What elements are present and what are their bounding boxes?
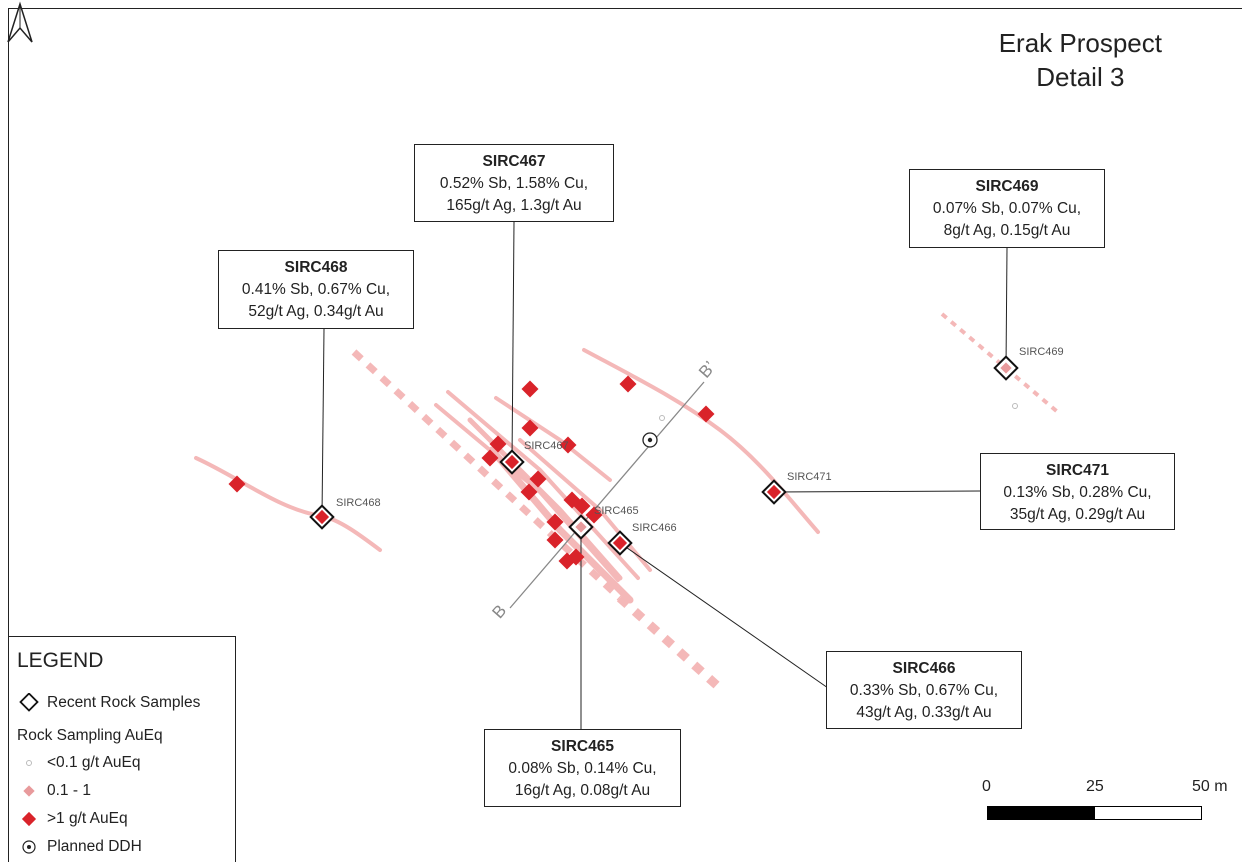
- callout-id: SIRC471: [1046, 462, 1109, 479]
- recent-sample-sirc471: [761, 479, 787, 505]
- diamond-pink-icon: [17, 781, 43, 801]
- legend-label: Planned DDH: [47, 838, 142, 855]
- legend-subtitle: Rock Sampling AuEq: [17, 727, 163, 744]
- callout-line: 8g/t Ag, 0.15g/t Au: [943, 222, 1071, 239]
- legend-item-ddh: Planned DDH: [17, 837, 142, 857]
- vein-traces: [194, 312, 1062, 694]
- callout-id: SIRC466: [892, 660, 956, 677]
- vein-trace: [488, 446, 634, 604]
- map-title-line1: Erak Prospect: [998, 28, 1162, 58]
- north-arrow-icon: [7, 1, 33, 43]
- callout-sirc469: SIRC469 0.07% Sb, 0.07% Cu, 8g/t Ag, 0.1…: [909, 169, 1105, 248]
- sample-label-sirc469: SIRC469: [1019, 346, 1064, 358]
- circle-small-icon: [17, 753, 43, 773]
- sample-label-sirc466: SIRC466: [632, 522, 677, 534]
- vein-trace: [582, 348, 820, 534]
- planned-ddh-icon: [17, 837, 43, 857]
- legend-item-low: <0.1 g/t AuEq: [17, 753, 141, 773]
- legend-item-recent: Recent Rock Samples: [17, 692, 201, 713]
- callout-line: 0.08% Sb, 0.14% Cu,: [508, 760, 657, 777]
- sample-marker: [1012, 403, 1018, 409]
- sample-marker: [567, 548, 585, 566]
- callout-line: 52g/t Ag, 0.34g/t Au: [248, 303, 384, 320]
- callout-sirc465: SIRC465 0.08% Sb, 0.14% Cu, 16g/t Ag, 0.…: [484, 729, 681, 807]
- legend-label: 0.1 - 1: [47, 782, 91, 799]
- callout-sirc468: SIRC468 0.41% Sb, 0.67% Cu, 52g/t Ag, 0.…: [218, 250, 414, 329]
- legend-label: >1 g/t AuEq: [47, 810, 128, 827]
- callout-line: 0.13% Sb, 0.28% Cu,: [1003, 484, 1152, 501]
- vein-trace: [616, 594, 726, 694]
- recent-sample-sirc467: [499, 449, 525, 475]
- sample-marker: [529, 470, 547, 488]
- map-title: Erak Prospect Detail 3: [999, 26, 1162, 94]
- map-frame: [8, 8, 1242, 862]
- map-title-line2: Detail 3: [1036, 62, 1125, 92]
- recent-sample-sirc466: [607, 530, 633, 556]
- recent-sample-sirc465: [568, 514, 594, 540]
- legend-label: Recent Rock Samples: [47, 694, 201, 711]
- sample-label-sirc465: SIRC465: [594, 505, 639, 517]
- sample-label-sirc468: SIRC468: [336, 497, 381, 509]
- callout-line: 0.52% Sb, 1.58% Cu,: [439, 175, 589, 192]
- high-grade-samples: [228, 375, 715, 570]
- diamond-outline-icon: [17, 692, 43, 713]
- sample-marker: [659, 415, 665, 421]
- scale-tick-50: 50 m: [1192, 778, 1228, 795]
- legend-title: LEGEND: [17, 649, 104, 672]
- vein-trace: [494, 396, 612, 482]
- diamond-red-icon: [17, 809, 43, 829]
- scale-tick-25: 25: [1086, 778, 1104, 795]
- callout-sirc466: SIRC466 0.33% Sb, 0.67% Cu, 43g/t Ag, 0.…: [826, 651, 1022, 729]
- callout-line: 0.07% Sb, 0.07% Cu,: [932, 200, 1082, 217]
- scale-tick-0: 0: [982, 778, 991, 795]
- sample-marker: [619, 375, 637, 393]
- low-grade-samples: [659, 403, 1018, 421]
- vein-trace: [446, 390, 640, 580]
- sample-marker: [559, 436, 577, 454]
- callout-line: 43g/t Ag, 0.33g/t Au: [856, 704, 992, 721]
- recent-rock-samples: [309, 355, 1019, 556]
- sample-marker: [521, 380, 539, 398]
- vein-trace: [518, 438, 652, 572]
- legend-item-mid: 0.1 - 1: [17, 781, 91, 801]
- vein-trace: [351, 349, 623, 601]
- sample-marker: [573, 497, 591, 515]
- scale-bar: 0 25 50 m: [980, 778, 1230, 828]
- scale-segment-black: [987, 806, 1095, 820]
- callout-sirc467: SIRC467 0.52% Sb, 1.58% Cu, 165g/t Ag, 1…: [414, 144, 614, 222]
- callout-id: SIRC465: [551, 738, 614, 755]
- callout-sirc471: SIRC471 0.13% Sb, 0.28% Cu, 35g/t Ag, 0.…: [980, 453, 1175, 530]
- sample-marker: [546, 531, 564, 549]
- callout-id: SIRC467: [482, 153, 546, 170]
- callout-line: 35g/t Ag, 0.29g/t Au: [1009, 506, 1146, 523]
- recent-sample-sirc469: [993, 355, 1019, 381]
- section-line: [509, 381, 705, 609]
- sample-label-sirc471: SIRC471: [787, 471, 832, 483]
- sample-marker: [546, 513, 564, 531]
- legend-item-high: >1 g/t AuEq: [17, 809, 128, 829]
- leader-lines: [321, 221, 1008, 730]
- legend-label: <0.1 g/t AuEq: [47, 754, 141, 771]
- scale-segment-white: [1094, 806, 1202, 820]
- sample-marker: [520, 483, 538, 501]
- callout-line: 0.41% Sb, 0.67% Cu,: [241, 281, 391, 298]
- sample-label-sirc467: SIRC467: [524, 440, 569, 452]
- callout-id: SIRC469: [975, 178, 1039, 195]
- sample-marker: [585, 506, 603, 524]
- recent-sample-sirc468: [309, 504, 335, 530]
- callout-line: 16g/t Ag, 0.08g/t Au: [514, 782, 651, 799]
- legend: LEGEND Recent Rock Samples Rock Sampling…: [8, 636, 236, 862]
- sample-marker: [697, 405, 715, 423]
- callout-line: 0.33% Sb, 0.67% Cu,: [849, 682, 999, 699]
- planned-ddh-icon: [642, 432, 658, 448]
- callout-id: SIRC468: [284, 259, 348, 276]
- callout-line: 165g/t Ag, 1.3g/t Au: [446, 197, 582, 214]
- sample-marker: [521, 419, 539, 437]
